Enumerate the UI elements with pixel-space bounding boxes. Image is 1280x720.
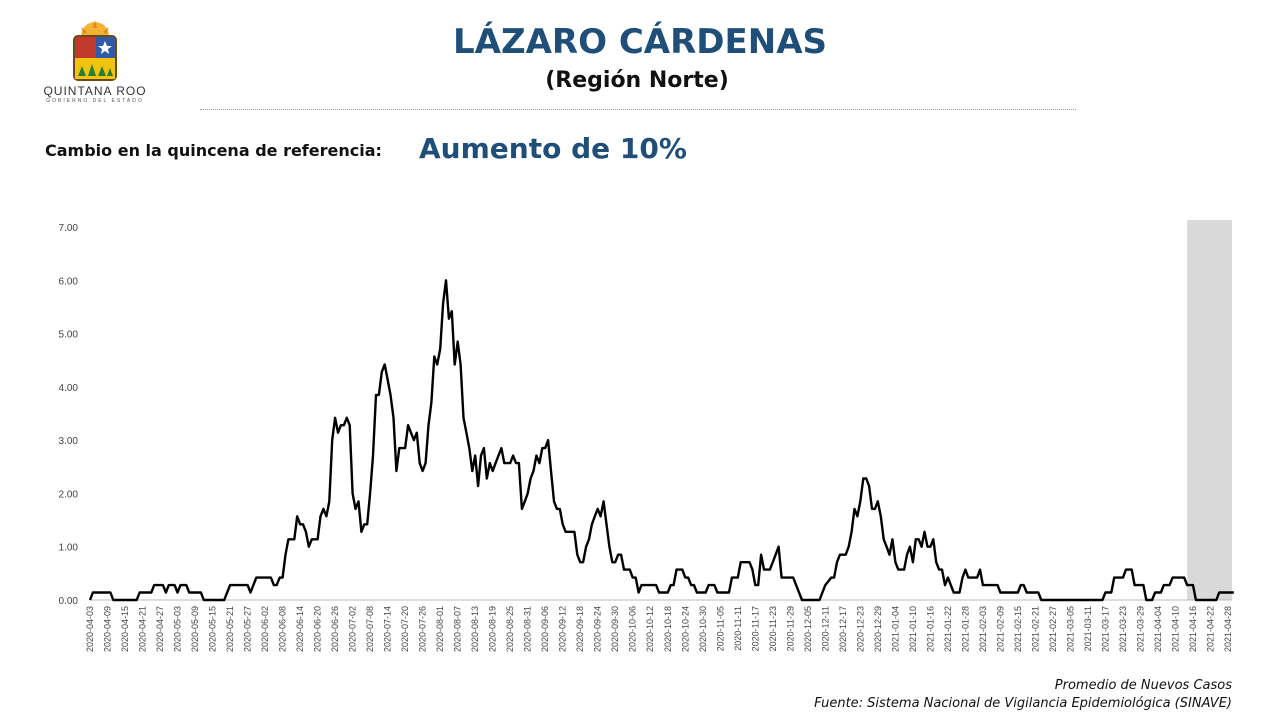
x-tick-label: 2021-04-10 [1170, 606, 1180, 652]
x-tick-label: 2020-07-02 [348, 606, 358, 652]
series-line [88, 279, 1234, 602]
x-tick-label: 2021-04-28 [1223, 606, 1233, 652]
change-value: Aumento de 10% [419, 132, 687, 165]
shaded-band [1187, 220, 1232, 600]
x-tick-label: 2020-06-20 [313, 606, 323, 652]
page-title: LÁZARO CÁRDENAS [452, 22, 828, 62]
x-tick-label: 2020-12-11 [820, 606, 830, 651]
y-tick-label: 4.00 [59, 383, 79, 394]
x-tick-label: 2021-03-05 [1065, 606, 1075, 652]
x-tick-label: 2020-06-02 [260, 606, 270, 652]
x-tick-label: 2021-02-21 [1030, 606, 1040, 652]
x-tick-label: 2020-12-23 [855, 606, 865, 652]
x-tick-label: 2020-04-21 [138, 606, 148, 652]
x-tick-label: 2020-10-24 [680, 606, 690, 652]
x-tick-label: 2021-01-28 [960, 606, 970, 652]
x-tick-label: 2021-04-22 [1205, 606, 1215, 652]
x-tick-label: 2021-01-04 [890, 606, 900, 652]
x-tick-label: 2020-10-06 [628, 606, 638, 652]
x-tick-label: 2020-07-08 [365, 606, 375, 652]
chart-caption: Promedio de Nuevos Casos [1054, 678, 1232, 693]
y-tick-label: 5.00 [59, 330, 79, 341]
x-tick-label: 2020-11-29 [785, 606, 795, 651]
x-tick-label: 2020-09-18 [575, 606, 585, 652]
logo-text: QUINTANA ROO [43, 84, 147, 98]
x-tick-label: 2020-04-15 [120, 606, 130, 652]
x-tick-label: 2020-11-17 [750, 606, 760, 651]
x-tick-label: 2020-09-24 [593, 606, 603, 652]
x-tick-label: 2021-02-27 [1048, 606, 1058, 652]
x-tick-label: 2020-09-06 [540, 606, 550, 652]
y-tick-label: 6.00 [59, 276, 79, 287]
y-tick-label: 2.00 [59, 489, 79, 500]
shield-icon [73, 35, 117, 81]
x-tick-label: 2021-04-16 [1188, 606, 1198, 652]
x-tick-label: 2020-08-25 [505, 606, 515, 652]
x-tick-label: 2021-01-16 [925, 606, 935, 652]
x-tick-label: 2020-06-08 [278, 606, 288, 652]
x-tick-label: 2020-09-30 [610, 606, 620, 652]
y-tick-label: 3.00 [59, 436, 79, 447]
x-tick-label: 2020-10-30 [698, 606, 708, 652]
x-tick-label: 2020-08-31 [523, 606, 533, 652]
x-tick-label: 2020-05-21 [225, 606, 235, 652]
y-tick-label: 1.00 [59, 543, 79, 554]
x-tick-label: 2020-05-09 [190, 606, 200, 652]
x-tick-label: 2020-05-15 [208, 606, 218, 652]
x-tick-label: 2021-04-04 [1153, 606, 1163, 652]
x-tick-label: 2020-11-23 [768, 606, 778, 651]
y-tick-label: 0.00 [59, 596, 79, 607]
x-tick-label: 2020-07-14 [383, 606, 393, 652]
x-tick-label: 2020-04-09 [103, 606, 113, 652]
x-tick-label: 2020-09-12 [558, 606, 568, 652]
x-tick-label: 2021-02-03 [978, 606, 988, 652]
x-tick-label: 2020-04-03 [85, 606, 95, 652]
header-divider [200, 109, 1076, 110]
x-tick-label: 2020-05-27 [243, 606, 253, 652]
x-tick-label: 2020-10-18 [663, 606, 673, 652]
x-tick-label: 2020-08-01 [435, 606, 445, 652]
x-tick-label: 2020-12-17 [838, 606, 848, 652]
x-tick-label: 2020-12-05 [803, 606, 813, 652]
x-tick-label: 2020-08-19 [488, 606, 498, 652]
logo-subtext: GOBIERNO DEL ESTADO [46, 98, 144, 104]
x-tick-label: 2020-06-14 [295, 606, 305, 652]
x-tick-label: 2020-08-07 [453, 606, 463, 652]
x-tick-label: 2020-11-11 [733, 606, 743, 651]
x-tick-label: 2020-07-20 [400, 606, 410, 652]
x-tick-label: 2020-10-12 [645, 606, 655, 652]
cases-line-chart: 0.00 1.00 2.00 3.00 4.00 5.00 6.00 7.00 2020-04… [59, 220, 1234, 652]
x-tick-label: 2020-04-27 [155, 606, 165, 652]
y-tick-label: 7.00 [59, 223, 79, 234]
x-tick-label: 2021-03-11 [1083, 606, 1093, 651]
x-tick-label: 2021-03-17 [1100, 606, 1110, 652]
x-tick-label: 2021-01-10 [908, 606, 918, 652]
x-tick-label: 2020-08-13 [470, 606, 480, 652]
x-tick-label: 2021-03-29 [1135, 606, 1145, 652]
x-tick-label: 2020-06-26 [330, 606, 340, 652]
x-tick-label: 2020-05-03 [173, 606, 183, 652]
x-tick-label: 2020-12-29 [873, 606, 883, 652]
page-subtitle: (Región Norte) [545, 68, 729, 93]
data-source: Fuente: Sistema Nacional de Vigilancia E… [814, 696, 1232, 711]
x-tick-label: 2021-03-23 [1118, 606, 1128, 652]
x-tick-label: 2020-07-26 [418, 606, 428, 652]
state-logo [73, 20, 117, 81]
x-tick-label: 2021-01-22 [943, 606, 953, 652]
x-tick-label: 2020-11-05 [715, 606, 725, 651]
change-label: Cambio en la quincena de referencia: [45, 141, 382, 160]
x-tick-label: 2021-02-09 [995, 606, 1005, 652]
x-tick-label: 2021-02-15 [1013, 606, 1023, 652]
